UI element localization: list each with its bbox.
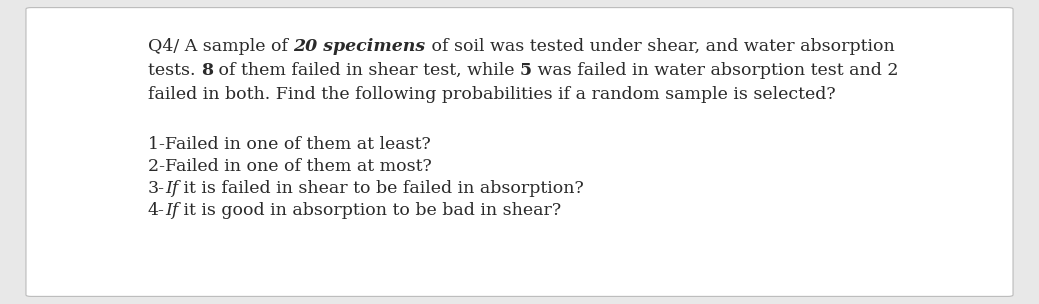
Text: 5: 5	[520, 62, 532, 79]
Text: of them failed in shear test, while: of them failed in shear test, while	[213, 62, 520, 79]
Text: tests.: tests.	[148, 62, 201, 79]
Text: 1-Failed in one of them at least?: 1-Failed in one of them at least?	[148, 136, 431, 153]
FancyBboxPatch shape	[26, 8, 1013, 296]
Text: If: If	[165, 180, 179, 197]
Text: Q4/ A sample of: Q4/ A sample of	[148, 38, 293, 55]
Text: it is good in absorption to be bad in shear?: it is good in absorption to be bad in sh…	[178, 202, 561, 219]
Text: 20 specimens: 20 specimens	[293, 38, 426, 55]
Text: 3-: 3-	[148, 180, 165, 197]
Text: If: If	[165, 202, 178, 219]
Text: it is failed in shear to be failed in absorption?: it is failed in shear to be failed in ab…	[179, 180, 584, 197]
Text: 4-: 4-	[148, 202, 165, 219]
Text: 2-Failed in one of them at most?: 2-Failed in one of them at most?	[148, 158, 432, 175]
Text: failed in both. Find the following probabilities if a random sample is selected?: failed in both. Find the following proba…	[148, 86, 835, 103]
Text: of soil was tested under shear, and water absorption: of soil was tested under shear, and wate…	[426, 38, 895, 55]
Text: was failed in water absorption test and 2: was failed in water absorption test and …	[532, 62, 899, 79]
Text: 8: 8	[201, 62, 213, 79]
